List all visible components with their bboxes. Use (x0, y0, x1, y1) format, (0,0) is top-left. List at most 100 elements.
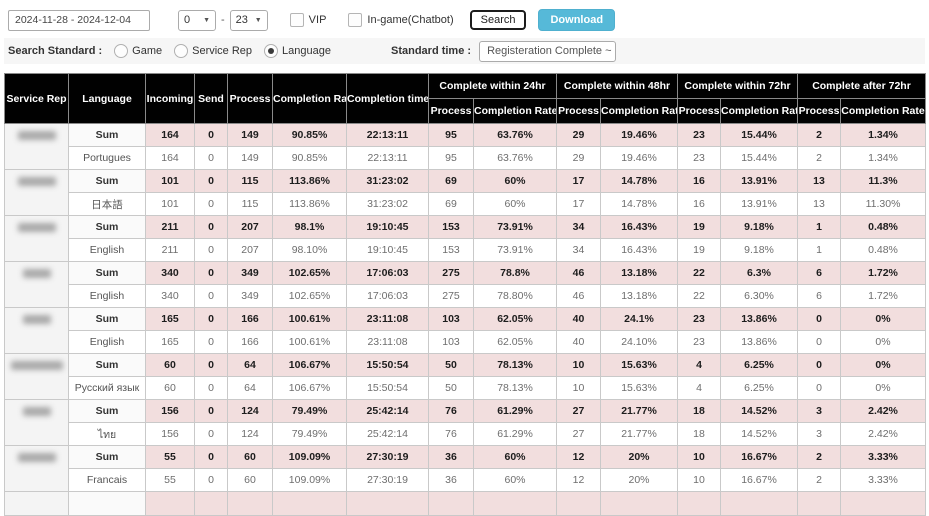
sum-value-cell: 4 (677, 353, 721, 377)
subcol-process: Process (797, 98, 841, 124)
sum-label-cell: Sum (68, 353, 146, 377)
table-body: Sum 164 0 149 90.85% 22:13:11 95 63.76% 29 19.46%… (4, 123, 926, 516)
table-row-sum: Sum 340 0 349 102.65% 17:06:03 275 78.8% 46 13.18… (4, 261, 926, 308)
service-rep-cell (4, 169, 69, 216)
sum-label-cell: Sum (68, 445, 146, 469)
vip-checkbox[interactable]: VIP (289, 13, 327, 27)
ingame-label: In-game(Chatbot) (367, 14, 454, 26)
vip-label: VIP (308, 14, 327, 26)
sum-value-cell: 29 (556, 123, 601, 147)
checkbox-icon[interactable] (289, 13, 304, 27)
language-value-cell: 23:11:08 (346, 330, 429, 354)
date-range-input[interactable] (8, 9, 150, 31)
service-rep-redacted (17, 131, 56, 140)
sum-value-cell (272, 491, 347, 516)
language-value-cell: 2 (797, 468, 841, 492)
radio-icon[interactable] (174, 44, 189, 58)
language-value-cell: 165 (145, 330, 195, 354)
search-button[interactable]: Search (469, 10, 527, 30)
language-value-cell: 15.63% (600, 376, 678, 400)
col-send: Send (194, 73, 228, 124)
language-value-cell: 0 (194, 376, 228, 400)
table-row-sum: Sum 101 0 115 113.86% 31:23:02 69 60% 17 14.78% 16… (4, 169, 926, 216)
sum-value-cell (346, 491, 429, 516)
radio-service-rep[interactable]: Service Rep (174, 44, 252, 58)
language-value-cell: 15.44% (720, 146, 798, 170)
language-value-cell: 12 (556, 468, 601, 492)
download-button[interactable]: Download (538, 9, 616, 31)
ingame-chatbot-checkbox[interactable]: In-game(Chatbot) (348, 13, 454, 27)
standard-time-select[interactable]: Registeration Complete ~ Cer (479, 40, 617, 62)
table-row-partial (4, 491, 926, 516)
language-value-cell: 29 (556, 146, 601, 170)
table-header: Service Rep Language Incoming Send Proce… (4, 73, 926, 124)
hour-to-select[interactable]: 23 ▼ (229, 9, 268, 31)
language-value-cell: 24.10% (600, 330, 678, 354)
sum-value-cell: 275 (428, 261, 474, 285)
radio-language[interactable]: Language (264, 44, 331, 58)
hour-from-select[interactable]: 0 ▼ (178, 9, 216, 31)
sum-value-cell: 207 (227, 215, 273, 239)
sum-value-cell: 22:13:11 (346, 123, 429, 147)
language-value-cell: 14.52% (720, 422, 798, 446)
checkbox-icon[interactable] (348, 13, 363, 27)
chevron-down-icon: ▼ (203, 16, 210, 24)
language-value-cell: 78.13% (473, 376, 557, 400)
service-rep-redacted (17, 453, 56, 462)
sum-value-cell: 14.52% (720, 399, 798, 423)
language-value-cell: 19.46% (600, 146, 678, 170)
table-row-language: 日本語 101 0 115 113.86% 31:23:02 69 60% 17 14.78% 16… (5, 192, 926, 216)
language-value-cell: 79.49% (272, 422, 347, 446)
language-value-cell: 9.18% (720, 238, 798, 262)
sum-value-cell: 34 (556, 215, 601, 239)
language-value-cell: 124 (227, 422, 273, 446)
sum-value-cell: 61.29% (473, 399, 557, 423)
language-value-cell: 0 (194, 284, 228, 308)
language-value-cell: 17:06:03 (346, 284, 429, 308)
sum-value-cell: 27 (556, 399, 601, 423)
language-value-cell: 61.29% (473, 422, 557, 446)
col-group-within-72hr: Complete within 72hr (677, 73, 798, 99)
sum-value-cell: 60 (227, 445, 273, 469)
sum-value-cell: 100.61% (272, 307, 347, 331)
radio-icon[interactable] (114, 44, 129, 58)
table-row-language: Русский язык 60 0 64 106.67% 15:50:54 50 78.13%… (5, 376, 926, 400)
language-value-cell: 4 (677, 376, 721, 400)
sum-value-cell: 0% (840, 353, 926, 377)
table-row-sum: Sum 55 0 60 109.09% 27:30:19 36 60% 12 20% 10 16.67… (4, 445, 926, 492)
language-value-cell: 18 (677, 422, 721, 446)
controls-row-1: 0 ▼ - 23 ▼ VIP In-game(Chatbot) Search D… (4, 6, 925, 34)
subcol-completion-rate: Completion Rate (720, 98, 798, 124)
sum-value-cell: 0 (194, 445, 228, 469)
language-value-cell: 2.42% (840, 422, 926, 446)
sum-value-cell: 78.13% (473, 353, 557, 377)
sum-value-cell: 16.67% (720, 445, 798, 469)
radio-checked-icon[interactable] (264, 44, 279, 58)
service-rep-redacted (10, 361, 63, 370)
sum-value-cell: 40 (556, 307, 601, 331)
sum-value-cell: 16.43% (600, 215, 678, 239)
sum-value-cell: 0 (194, 169, 228, 193)
language-value-cell: 1.34% (840, 146, 926, 170)
sum-value-cell: 165 (145, 307, 195, 331)
sum-value-cell: 0 (797, 353, 841, 377)
language-value-cell: 95 (428, 146, 474, 170)
sum-value-cell: 36 (428, 445, 474, 469)
language-value-cell: 0 (797, 330, 841, 354)
sum-value-cell (473, 491, 557, 516)
language-value-cell: 0 (797, 376, 841, 400)
table-row-sum: Sum 60 0 64 106.67% 15:50:54 50 78.13% 10 15.63% 4… (4, 353, 926, 400)
language-value-cell: 156 (145, 422, 195, 446)
language-value-cell: 349 (227, 284, 273, 308)
col-group-within-48hr: Complete within 48hr (556, 73, 678, 99)
sum-value-cell: 69 (428, 169, 474, 193)
sum-label-cell: Sum (68, 215, 146, 239)
radio-game[interactable]: Game (114, 44, 162, 58)
language-name-cell: 日本語 (68, 192, 146, 216)
sum-value-cell: 1 (797, 215, 841, 239)
sum-value-cell: 17 (556, 169, 601, 193)
sum-label-cell (68, 491, 146, 516)
language-value-cell: 0 (194, 422, 228, 446)
language-value-cell: 60% (473, 468, 557, 492)
sum-value-cell: 153 (428, 215, 474, 239)
